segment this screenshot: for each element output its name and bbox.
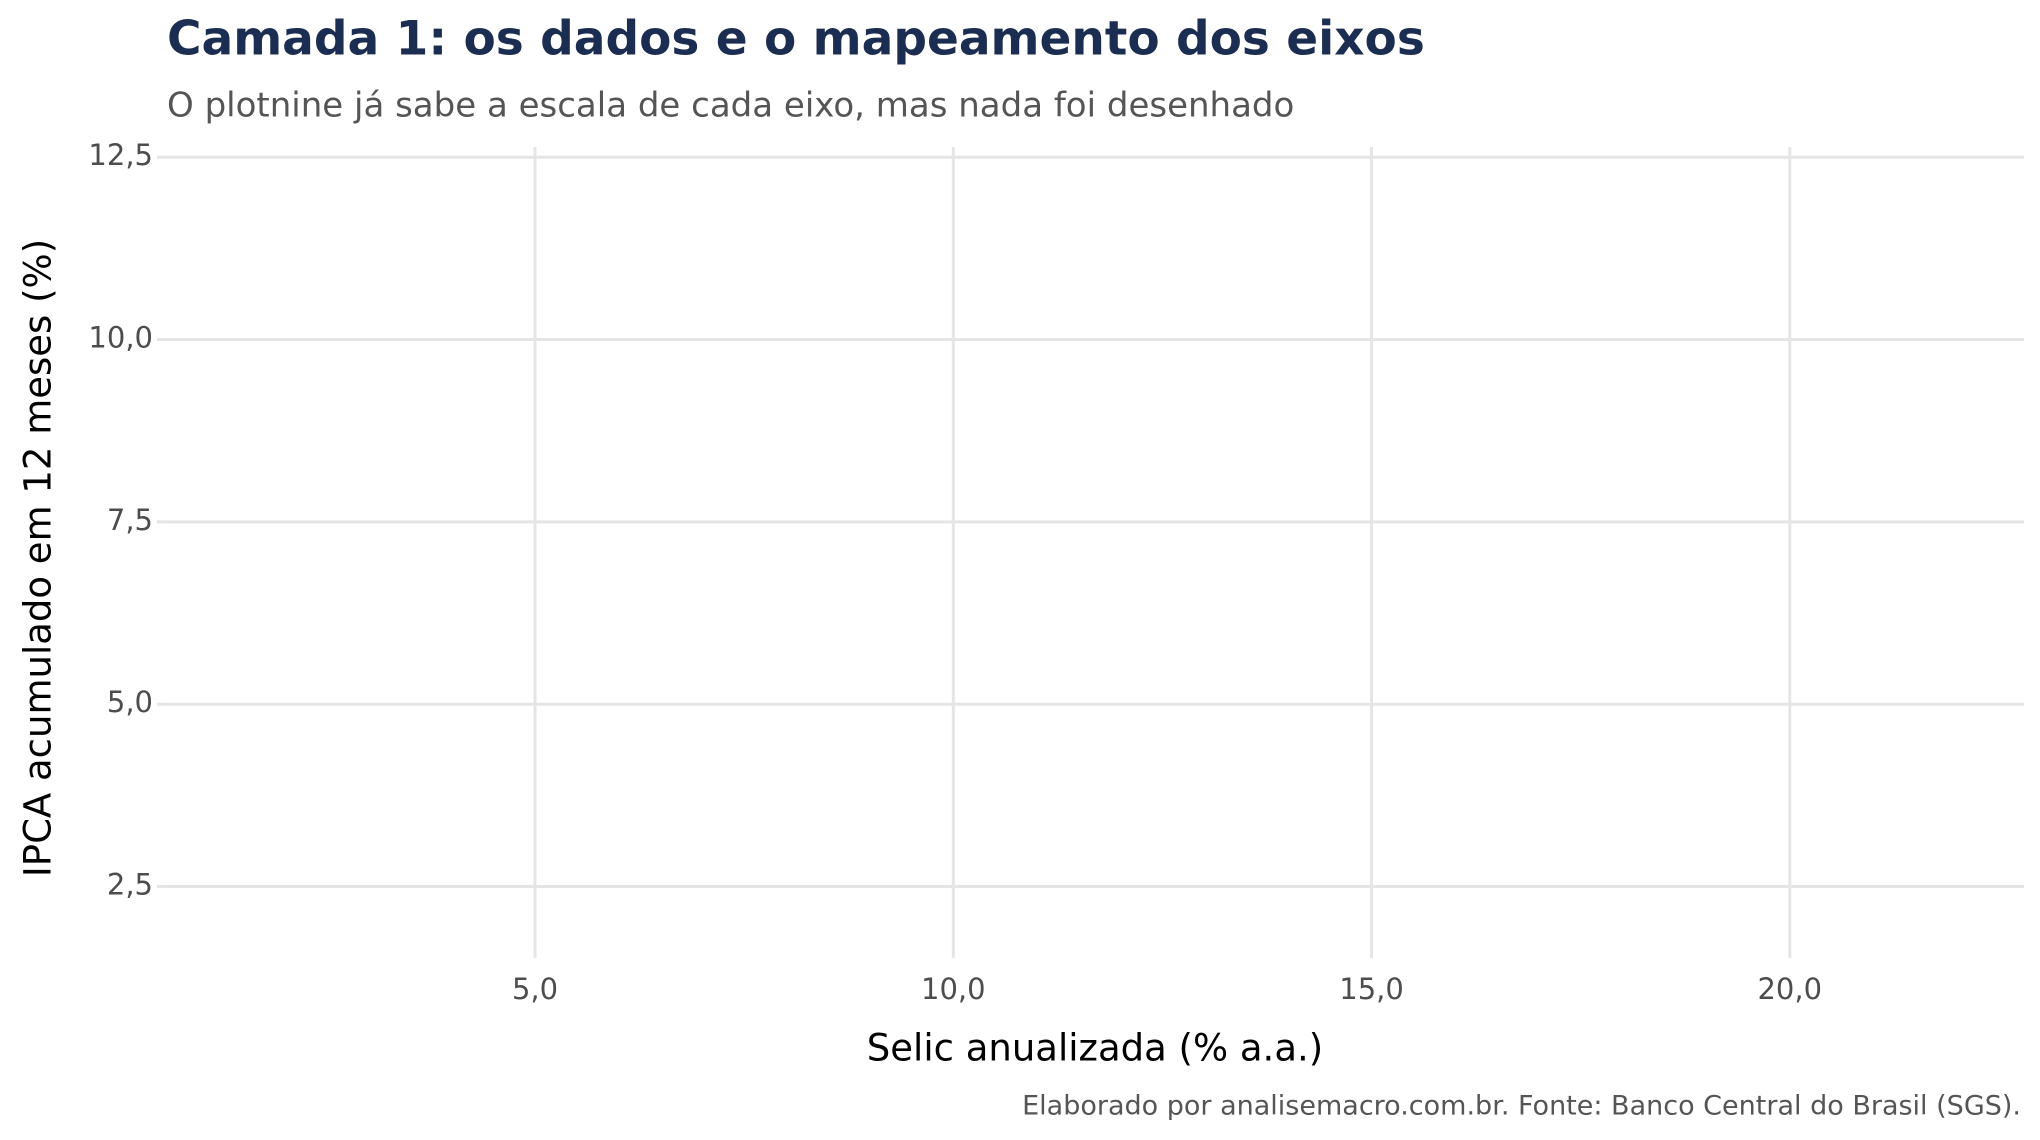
y-tick-label: 12,5 [88, 138, 153, 172]
y-tick-label: 10,0 [88, 321, 153, 355]
x-axis-label: Selic anualizada (% a.a.) [867, 1027, 1323, 1070]
y-axis-label: IPCA acumulado em 12 meses (%) [17, 239, 60, 877]
y-tick-label: 7,5 [107, 503, 153, 537]
x-tick-label: 10,0 [921, 972, 986, 1006]
x-tick-label: 5,0 [512, 972, 558, 1006]
chart-title: Camada 1: os dados e o mapeamento dos ei… [167, 12, 1425, 67]
caption: Elaborado por analisemacro.com.br. Fonte… [1022, 1091, 2021, 1122]
chart-subtitle: O plotnine já sabe a escala de cada eixo… [167, 86, 1294, 126]
y-tick-label: 2,5 [107, 868, 153, 902]
x-tick-label: 15,0 [1339, 972, 1404, 1006]
x-tick-label: 20,0 [1757, 972, 1822, 1006]
y-tick-label: 5,0 [107, 685, 153, 719]
